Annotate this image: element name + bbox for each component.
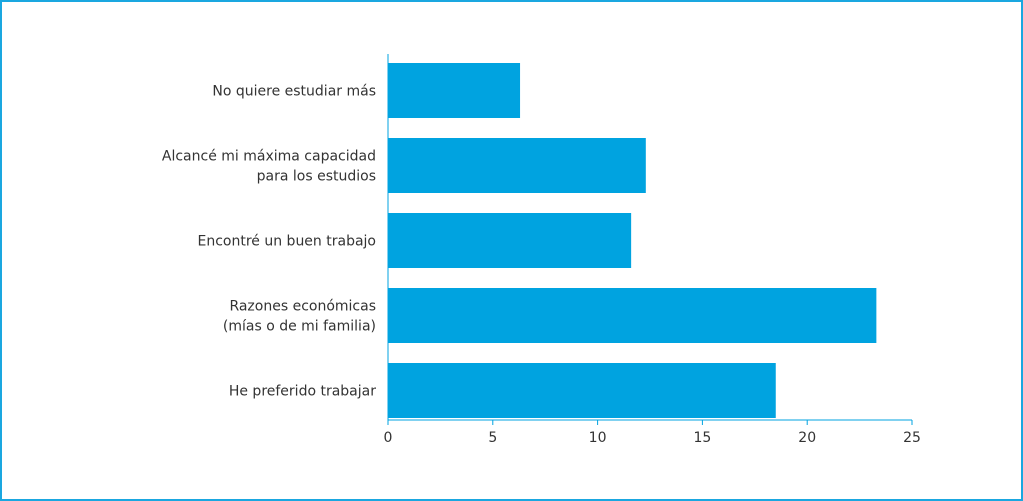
- x-tick-label-0: 0: [384, 430, 393, 446]
- x-tick-label-5: 5: [488, 430, 497, 446]
- category-label-line: Encontré un buen trabajo: [198, 234, 377, 250]
- category-label-line: Razones económicas: [229, 299, 376, 315]
- category-label-3: Encontré un buen trabajo: [198, 234, 377, 250]
- bar-1: [388, 63, 521, 118]
- category-label-line: (mías o de mi familia): [223, 319, 376, 335]
- category-label-1: No quiere estudiar más: [212, 84, 376, 100]
- x-tick-label-25: 25: [903, 430, 921, 446]
- category-label-line: No quiere estudiar más: [212, 84, 376, 100]
- category-label-line: He preferido trabajar: [229, 384, 376, 400]
- x-tick-label-20: 20: [798, 430, 816, 446]
- category-label-4: Razones económicas (mías o de mi familia): [223, 299, 376, 335]
- tick-labels: 0 5 10 15 20 25: [384, 430, 921, 446]
- category-label-2: Alcancé mi máxima capacidad para los estu…: [162, 149, 376, 185]
- bar-2: [388, 138, 646, 193]
- x-tick-label-10: 10: [589, 430, 607, 446]
- bar-5: [388, 363, 776, 418]
- x-tick-label-15: 15: [693, 430, 711, 446]
- category-label-line: Alcancé mi máxima capacidad: [162, 149, 376, 165]
- bar-4: [388, 288, 877, 343]
- category-labels: No quiere estudiar más Alcancé mi máxima …: [162, 84, 376, 400]
- category-label-line: para los estudios: [257, 169, 376, 185]
- category-label-5: He preferido trabajar: [229, 384, 376, 400]
- bars-group: [388, 63, 877, 418]
- axes-group: [387, 54, 913, 425]
- bar-3: [388, 213, 632, 268]
